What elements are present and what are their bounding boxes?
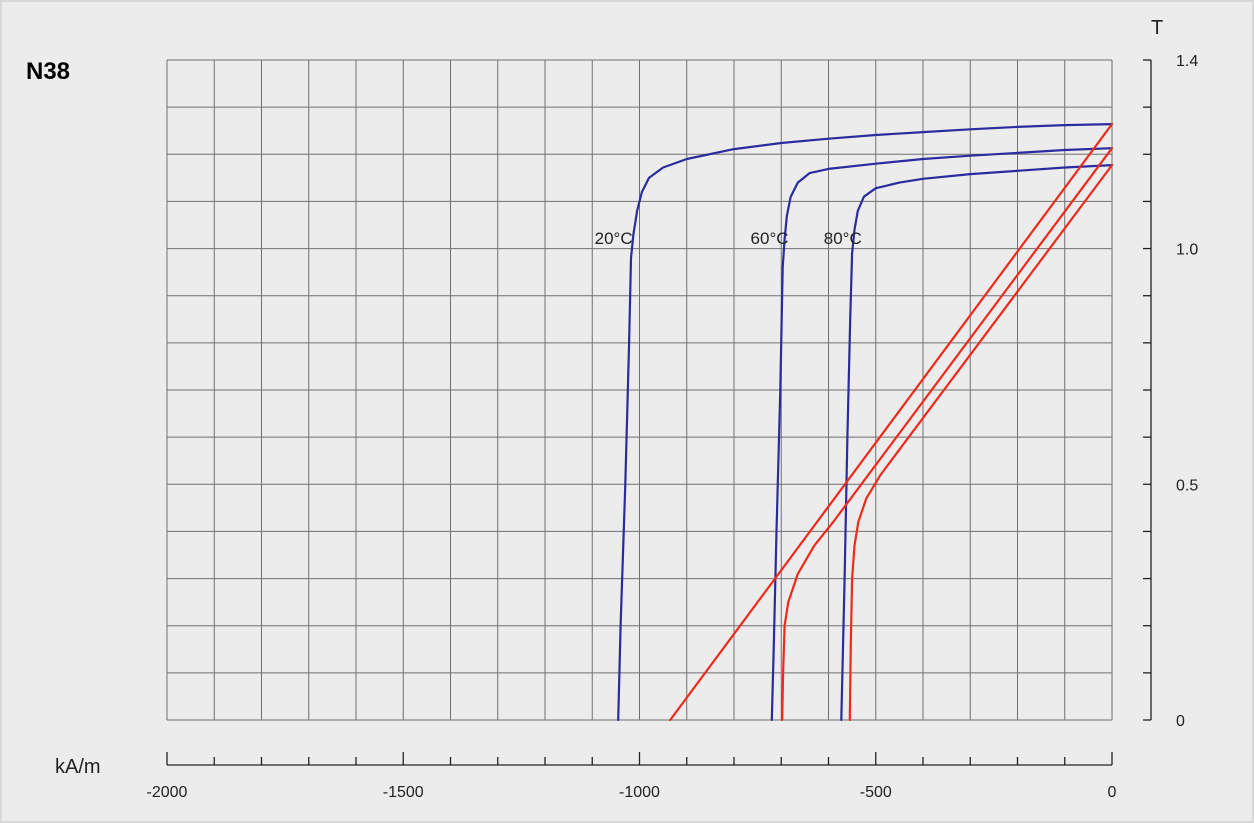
y-tick-label: 1.0: [1176, 242, 1198, 259]
chart-title: N38: [26, 58, 70, 85]
x-tick-label: -1500: [383, 784, 424, 801]
normal-curve: [848, 164, 1114, 722]
grid: [166, 59, 1113, 721]
y-tick-label: 1.4: [1176, 53, 1198, 70]
y-axis-unit-label: T: [1151, 17, 1163, 39]
intrinsic-curve: [617, 123, 1114, 722]
x-axis: -2000 -1500 -1000 -500 0: [147, 752, 1117, 801]
curves: [617, 123, 1114, 722]
curve-labels: 20°C 60°C 80°C: [595, 229, 862, 248]
y-tick-label: 0: [1176, 713, 1185, 730]
x-tick-label: 0: [1108, 784, 1117, 801]
curve-label: 20°C: [595, 229, 633, 248]
intrinsic-curve: [770, 147, 1114, 722]
x-tick-label: -500: [860, 784, 892, 801]
normal-curve: [669, 123, 1114, 722]
x-axis-unit-label: kA/m: [55, 756, 101, 778]
curve-label: 60°C: [751, 229, 789, 248]
x-tick-label: -1000: [619, 784, 660, 801]
y-axis: 0 0.5 1.0 1.4: [1143, 53, 1198, 730]
intrinsic-curve: [840, 164, 1114, 722]
y-tick-label: 0.5: [1176, 477, 1198, 494]
curve-label: 80°C: [824, 229, 862, 248]
x-tick-label: -2000: [147, 784, 188, 801]
normal-curve: [781, 147, 1114, 722]
